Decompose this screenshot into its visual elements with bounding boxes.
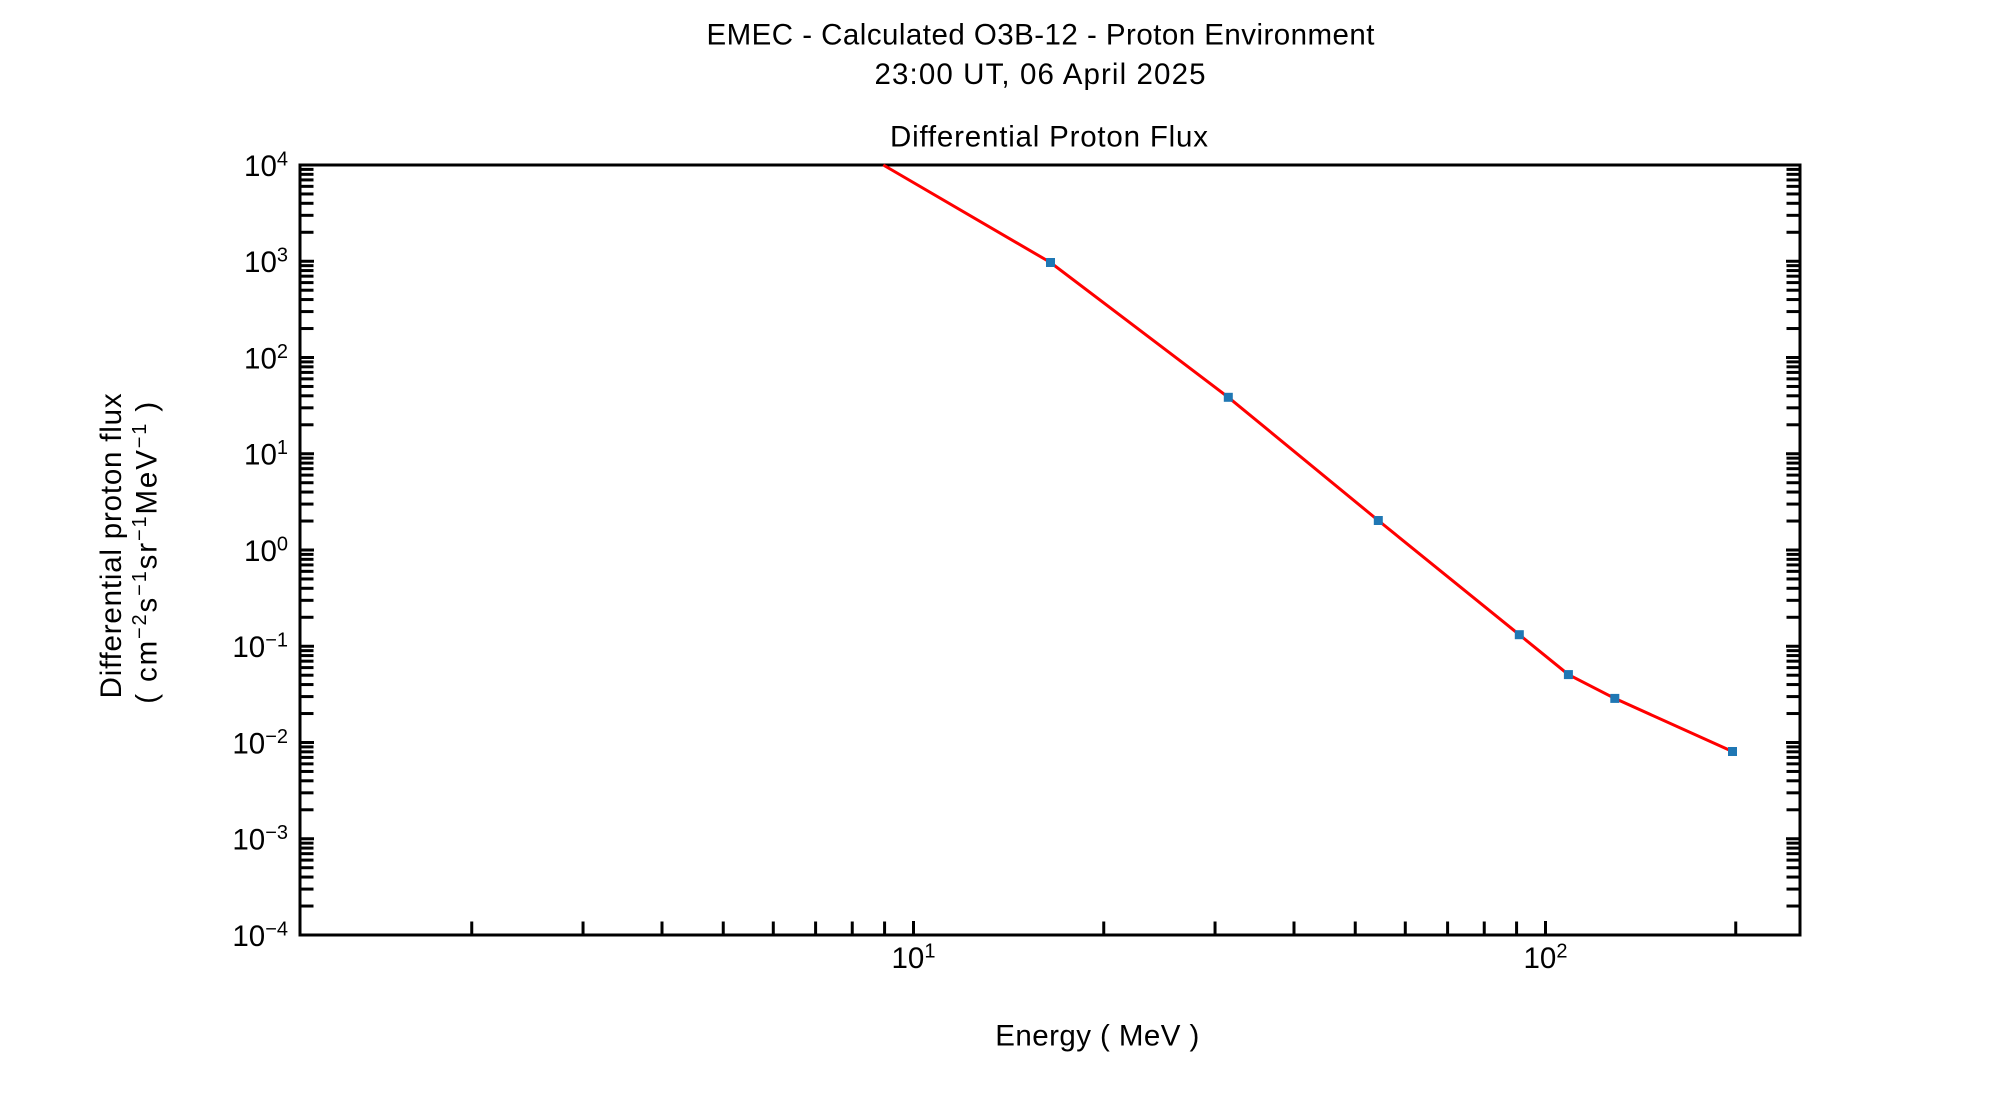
svg-text:( cm−2s−1sr−1MeV−1 ): ( cm−2s−1sr−1MeV−1 ) [129,402,164,704]
svg-text:102: 102 [1524,940,1568,975]
svg-text:EMEC - Calculated O3B-12 - Pro: EMEC - Calculated O3B-12 - Proton Enviro… [707,19,1375,52]
svg-text:102: 102 [244,341,288,376]
svg-text:23:00 UT, 06 April 2025: 23:00 UT, 06 April 2025 [875,58,1206,91]
svg-text:Energy ( MeV ): Energy ( MeV ) [995,1019,1199,1052]
svg-text:Differential Proton Flux: Differential Proton Flux [890,120,1208,153]
svg-text:Differential proton flux: Differential proton flux [95,393,128,698]
